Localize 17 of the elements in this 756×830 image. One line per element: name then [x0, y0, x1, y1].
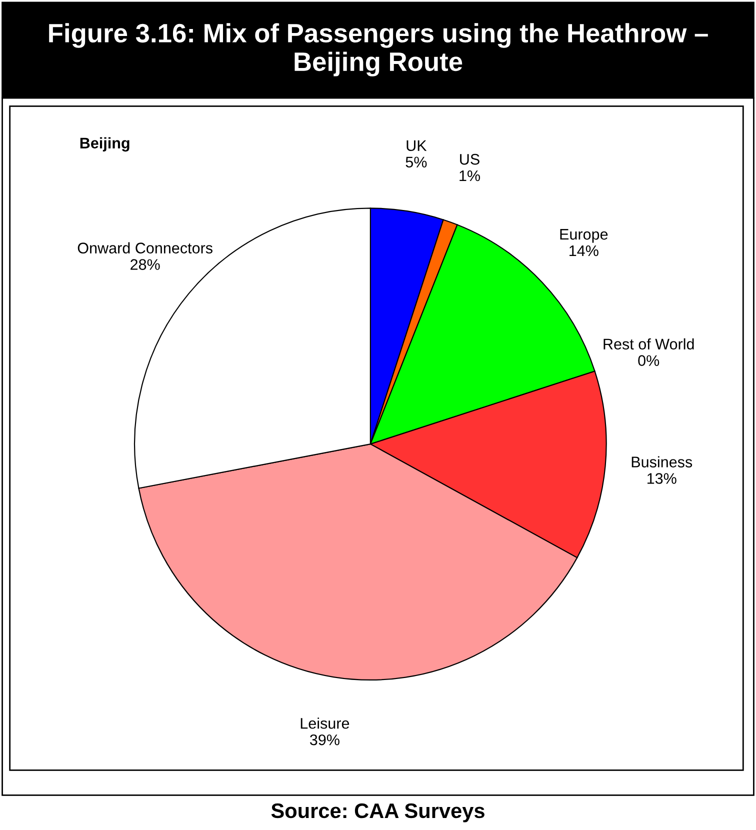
category-label: Rest of World — [604, 338, 694, 350]
data-label: 28% — [130, 259, 160, 270]
slice-label: US — [460, 154, 480, 165]
chart-title: Figure 3.16: Mix of Passengers using the Heathrow – Beijing Route — [49, 23, 708, 76]
slice-label: Leisure — [300, 718, 350, 729]
slice-label: Onward Connectors — [78, 242, 212, 254]
data-label: 14% — [570, 245, 598, 256]
data-label: 13% — [648, 473, 676, 484]
data-label: 39% — [310, 734, 340, 746]
chart-subtitle: Beijing — [80, 137, 130, 152]
slice-label: UK — [406, 140, 427, 152]
data-label: 5% — [406, 156, 427, 168]
source-note: Source: CAA Surveys — [271, 803, 484, 822]
text: 0% — [638, 355, 660, 366]
slice-label: Business — [632, 456, 692, 468]
slice-label: Europe — [560, 229, 608, 243]
data-label: 1% — [460, 170, 480, 182]
